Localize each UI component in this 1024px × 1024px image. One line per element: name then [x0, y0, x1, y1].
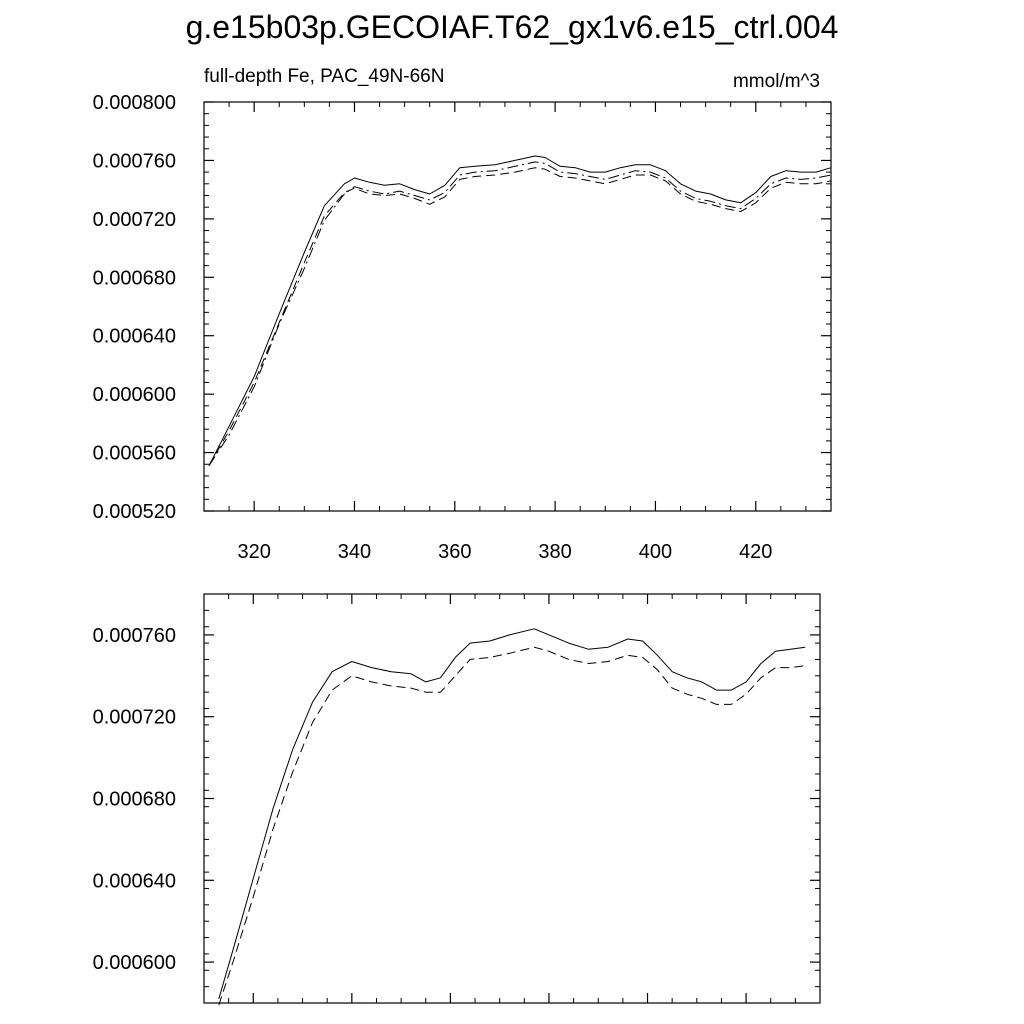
panel1-frame [203, 101, 832, 512]
panel1-y-tick-label: 0.000520 [93, 501, 176, 523]
panel1-x-tick-label: 340 [338, 541, 371, 563]
panel1-x-tick-label: 320 [237, 541, 270, 563]
panel1-y-tick-label: 0.000720 [93, 209, 176, 231]
panel1-series-dashed-line [208, 167, 832, 466]
panel1-series-dashdot-line [208, 161, 832, 466]
panel1-y-tick-label: 0.000760 [93, 150, 176, 172]
panel2-y-tick-label: 0.000760 [93, 625, 176, 647]
panel2-series-dashed-line [218, 646, 806, 1006]
panel1-y-tick-label: 0.000600 [93, 384, 176, 406]
panel1-x-tick-label: 400 [639, 541, 672, 563]
panel1-subtitle-left: full-depth Fe, PAC_49N-66N [204, 66, 444, 87]
panel2-frame [203, 593, 821, 1004]
panel2-y-tick-label: 0.000720 [93, 707, 176, 729]
panel1-series-solid-line [208, 155, 832, 466]
panel2-y-tick-label: 0.000640 [93, 870, 176, 892]
panel1-y-tick-label: 0.000560 [93, 443, 176, 465]
panel-top: 320 340 360 380 400 420 0.000520 0.000560 0.0006… [93, 92, 832, 563]
panel1-y-tick-label: 0.000800 [93, 92, 176, 114]
panel1-x-tick-label: 380 [538, 541, 571, 563]
panel1-x-tick-label: 360 [438, 541, 471, 563]
panel2-y-tick-label: 0.000600 [93, 952, 176, 974]
panel-bottom: 0.000600 0.000640 0.000680 0.000720 0.000760 [93, 593, 821, 1006]
panel2-y-tick-label: 0.000680 [93, 789, 176, 811]
panel1-x-tick-label: 420 [739, 541, 772, 563]
panel1-y-tick-label: 0.000640 [93, 326, 176, 348]
panel1-y-tick-label: 0.000680 [93, 267, 176, 289]
panel1-subtitle-right: mmol/m^3 [733, 71, 820, 92]
panel2-series-solid-line [218, 628, 806, 1000]
figure-title: g.e15b03p.GECOIAF.T62_gx1v6.e15_ctrl.004 [186, 9, 839, 45]
